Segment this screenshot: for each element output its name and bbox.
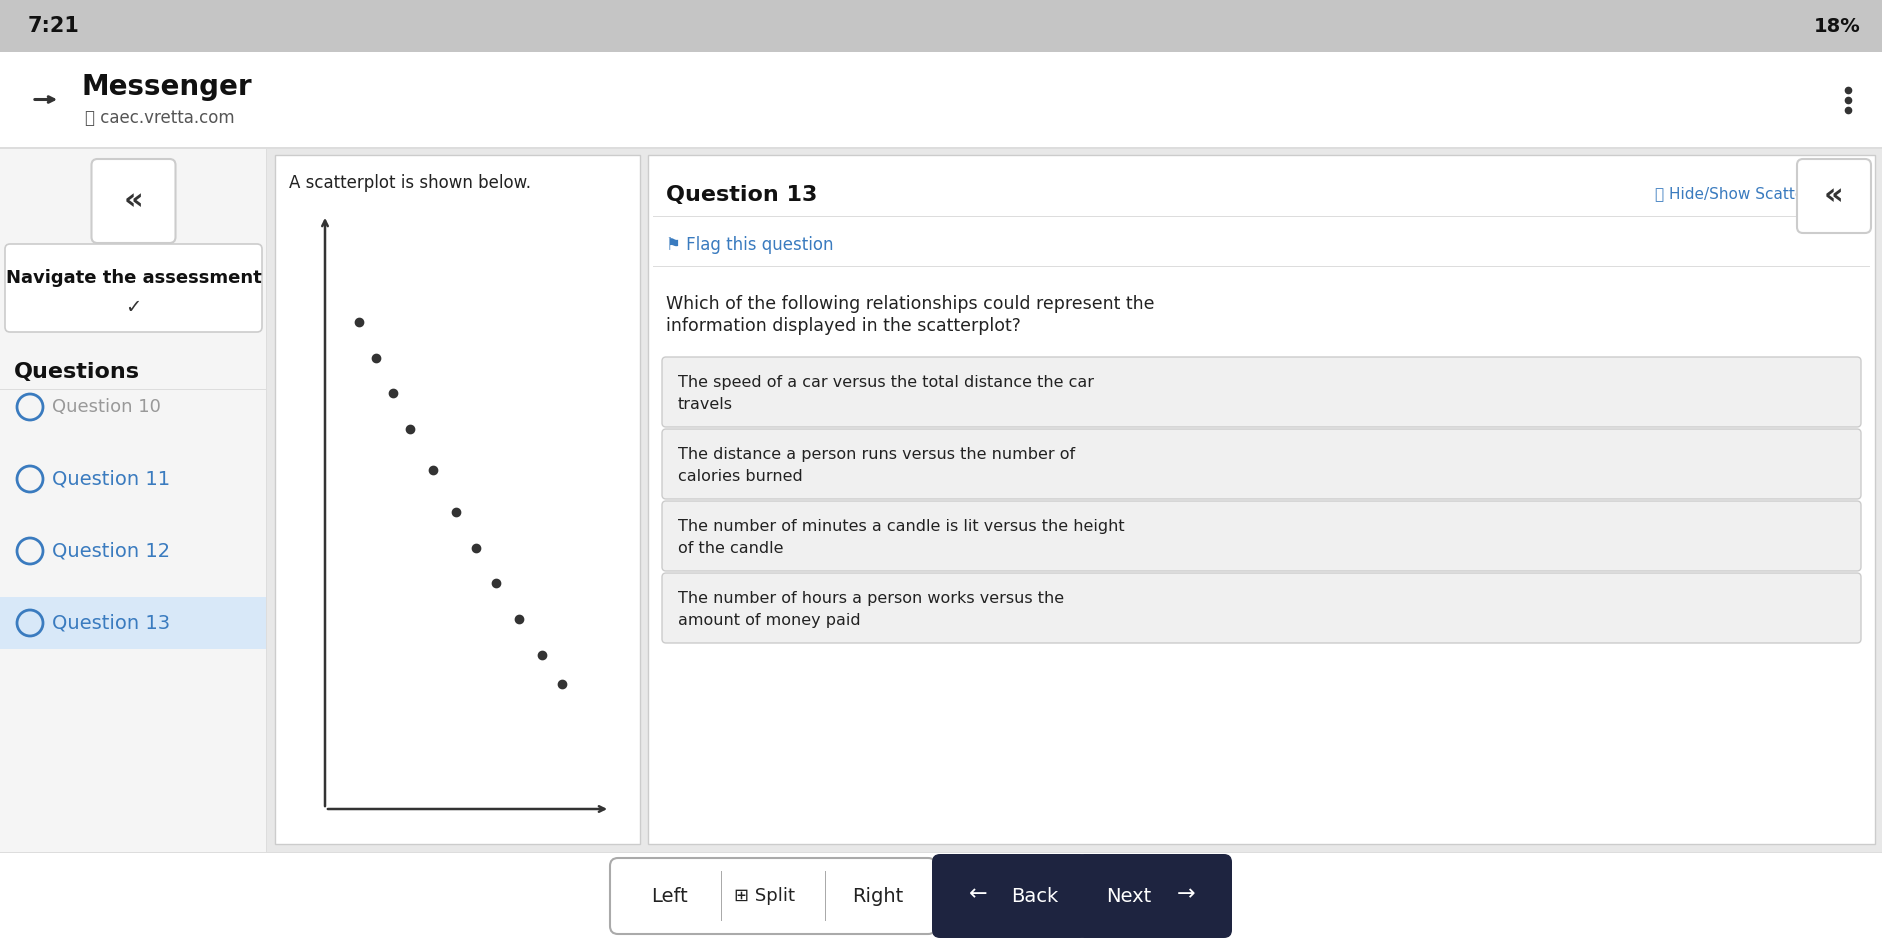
Text: 🔗 Hide/Show Scatterplot: 🔗 Hide/Show Scatterplot xyxy=(1654,187,1839,202)
Text: amount of money paid: amount of money paid xyxy=(678,613,860,628)
FancyBboxPatch shape xyxy=(0,597,267,649)
Text: ✓: ✓ xyxy=(126,298,141,317)
FancyBboxPatch shape xyxy=(932,854,1088,938)
Text: Question 10: Question 10 xyxy=(53,398,160,416)
FancyBboxPatch shape xyxy=(0,388,267,390)
FancyBboxPatch shape xyxy=(1075,854,1231,938)
FancyBboxPatch shape xyxy=(647,155,1874,844)
Text: 18%: 18% xyxy=(1812,17,1859,36)
Text: Right: Right xyxy=(853,886,903,905)
FancyBboxPatch shape xyxy=(653,215,1869,217)
Text: information displayed in the scatterplot?: information displayed in the scatterplot… xyxy=(666,317,1020,335)
Text: Questions: Questions xyxy=(13,362,139,382)
Text: Messenger: Messenger xyxy=(83,73,252,102)
Text: travels: travels xyxy=(678,397,732,412)
Text: Question 13: Question 13 xyxy=(53,614,169,633)
Text: A scatterplot is shown below.: A scatterplot is shown below. xyxy=(288,174,531,192)
Text: 🔒 caec.vretta.com: 🔒 caec.vretta.com xyxy=(85,109,235,128)
Text: Question 13: Question 13 xyxy=(666,185,817,205)
FancyBboxPatch shape xyxy=(0,852,1882,940)
Text: of the candle: of the candle xyxy=(678,541,783,556)
FancyBboxPatch shape xyxy=(0,147,1882,149)
FancyBboxPatch shape xyxy=(0,147,267,852)
Text: «: « xyxy=(124,186,143,215)
Text: Navigate the assessment: Navigate the assessment xyxy=(6,269,262,287)
Text: ⚑ Flag this question: ⚑ Flag this question xyxy=(666,236,834,254)
Text: ←: ← xyxy=(967,884,986,904)
Text: Which of the following relationships could represent the: Which of the following relationships cou… xyxy=(666,295,1154,313)
Text: calories burned: calories burned xyxy=(678,469,802,484)
Text: Left: Left xyxy=(651,886,689,905)
Text: 7:21: 7:21 xyxy=(28,16,79,36)
FancyBboxPatch shape xyxy=(653,265,1869,267)
Text: The number of minutes a candle is lit versus the height: The number of minutes a candle is lit ve… xyxy=(678,519,1124,534)
Text: The number of hours a person works versus the: The number of hours a person works versu… xyxy=(678,591,1063,606)
Text: Back: Back xyxy=(1011,886,1058,905)
FancyBboxPatch shape xyxy=(6,244,262,332)
FancyBboxPatch shape xyxy=(662,501,1859,571)
FancyBboxPatch shape xyxy=(662,357,1859,427)
FancyBboxPatch shape xyxy=(92,159,175,243)
Text: Question 11: Question 11 xyxy=(53,469,169,489)
Text: →: → xyxy=(1176,884,1195,904)
FancyBboxPatch shape xyxy=(275,155,640,844)
FancyBboxPatch shape xyxy=(1795,159,1871,233)
Text: ⊞ Split: ⊞ Split xyxy=(734,887,794,905)
FancyBboxPatch shape xyxy=(662,429,1859,499)
Text: Question 12: Question 12 xyxy=(53,541,169,560)
Text: The speed of a car versus the total distance the car: The speed of a car versus the total dist… xyxy=(678,375,1093,390)
FancyBboxPatch shape xyxy=(662,573,1859,643)
FancyBboxPatch shape xyxy=(0,0,1882,52)
FancyBboxPatch shape xyxy=(0,852,1882,853)
Text: «: « xyxy=(1824,181,1842,211)
Text: Next: Next xyxy=(1107,886,1152,905)
FancyBboxPatch shape xyxy=(610,858,935,934)
Text: The distance a person runs versus the number of: The distance a person runs versus the nu… xyxy=(678,447,1075,462)
FancyBboxPatch shape xyxy=(0,52,1882,147)
